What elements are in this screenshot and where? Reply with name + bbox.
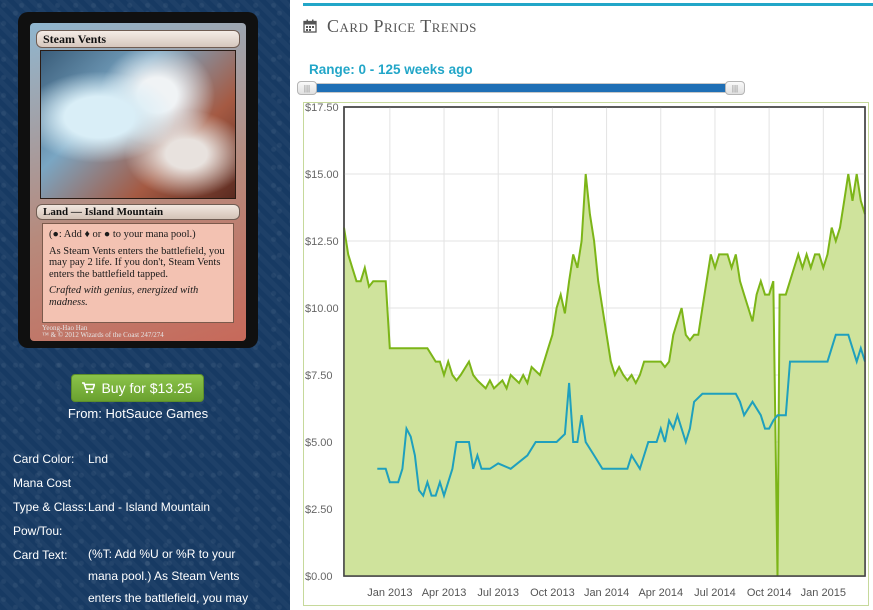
y-tick-label: $10.00 bbox=[305, 303, 339, 315]
x-tick-label: Apr 2014 bbox=[638, 587, 683, 599]
card-rules-text-2: As Steam Vents enters the battlefield, y… bbox=[49, 245, 225, 280]
detail-value: (%T: Add %U or %R to your mana pool.) As… bbox=[88, 547, 249, 605]
card-title: Steam Vents bbox=[36, 30, 240, 48]
detail-value: Lnd bbox=[88, 452, 109, 466]
x-tick-label: Jul 2013 bbox=[477, 587, 519, 599]
detail-label: Card Text: bbox=[13, 548, 68, 562]
card-rules-text: (●: Add ♦ or ● to your mana pool.) bbox=[49, 229, 196, 240]
range-slider[interactable]: ||| ||| bbox=[297, 81, 745, 95]
range-handle-min[interactable]: ||| bbox=[297, 81, 317, 95]
detail-label: Card Color: bbox=[13, 452, 75, 466]
card-copyright: ™ & © 2012 Wizards of the Coast 247/274 bbox=[42, 331, 164, 339]
card-footer: Yeong-Hao Han ™ & © 2012 Wizards of the … bbox=[42, 325, 238, 339]
section-header: Card Price Trends bbox=[303, 14, 477, 38]
detail-label: Mana Cost bbox=[13, 476, 72, 490]
x-tick-label: Oct 2013 bbox=[530, 587, 575, 599]
y-tick-label: $7.50 bbox=[305, 370, 333, 382]
y-tick-label: $0.00 bbox=[305, 571, 333, 583]
plot-border bbox=[343, 106, 866, 577]
range-handle-max[interactable]: ||| bbox=[725, 81, 745, 95]
buy-button[interactable]: Buy for $13.25 bbox=[71, 374, 204, 402]
detail-value: Land - Island Mountain bbox=[88, 500, 211, 514]
section-accent-bar bbox=[303, 3, 873, 6]
card-rules-box: (●: Add ♦ or ● to your mana pool.) As St… bbox=[42, 223, 234, 323]
buy-button-label: Buy for $13.25 bbox=[101, 380, 193, 396]
section-title: Card Price Trends bbox=[327, 15, 477, 36]
range-label: Range: 0 - 125 weeks ago bbox=[309, 62, 473, 77]
detail-label: Type & Class: bbox=[13, 500, 88, 514]
calendar-icon bbox=[303, 19, 317, 33]
x-tick-label: Jan 2013 bbox=[367, 587, 412, 599]
card-sidebar: Steam Vents Land — Island Mountain (●: A… bbox=[0, 0, 290, 610]
card-artwork bbox=[40, 50, 236, 199]
x-tick-label: Jul 2014 bbox=[694, 587, 736, 599]
x-tick-label: Jan 2015 bbox=[801, 587, 846, 599]
x-tick-label: Apr 2013 bbox=[422, 587, 467, 599]
card-frame: Steam Vents Land — Island Mountain (●: A… bbox=[30, 23, 246, 341]
card-flavor-text: Crafted with genius, energized with madn… bbox=[49, 285, 199, 308]
card-image: Steam Vents Land — Island Mountain (●: A… bbox=[18, 12, 258, 348]
y-tick-label: $5.00 bbox=[305, 437, 333, 449]
y-tick-label: $2.50 bbox=[305, 504, 333, 516]
shopping-cart-icon bbox=[82, 382, 96, 394]
x-tick-label: Jan 2014 bbox=[584, 587, 629, 599]
y-tick-label: $12.50 bbox=[305, 236, 339, 248]
y-tick-label: $15.00 bbox=[305, 169, 339, 181]
detail-label: Pow/Tou: bbox=[13, 524, 63, 538]
series-line-green bbox=[343, 173, 866, 577]
range-slider-fill bbox=[311, 84, 729, 92]
seller-line: From: HotSauce Games bbox=[67, 406, 209, 421]
card-artist: Yeong-Hao Han bbox=[42, 324, 88, 332]
card-type-line: Land — Island Mountain bbox=[36, 204, 240, 220]
price-trend-chart: $17.50 $15.00 $12.50 $10.00 $7.50 $5.00 $2.50 $… bbox=[305, 102, 866, 599]
series-line-blue bbox=[377, 333, 866, 499]
y-tick-label: $17.50 bbox=[305, 102, 339, 114]
series-area-fill bbox=[344, 174, 865, 576]
x-tick-label: Oct 2014 bbox=[747, 587, 792, 599]
